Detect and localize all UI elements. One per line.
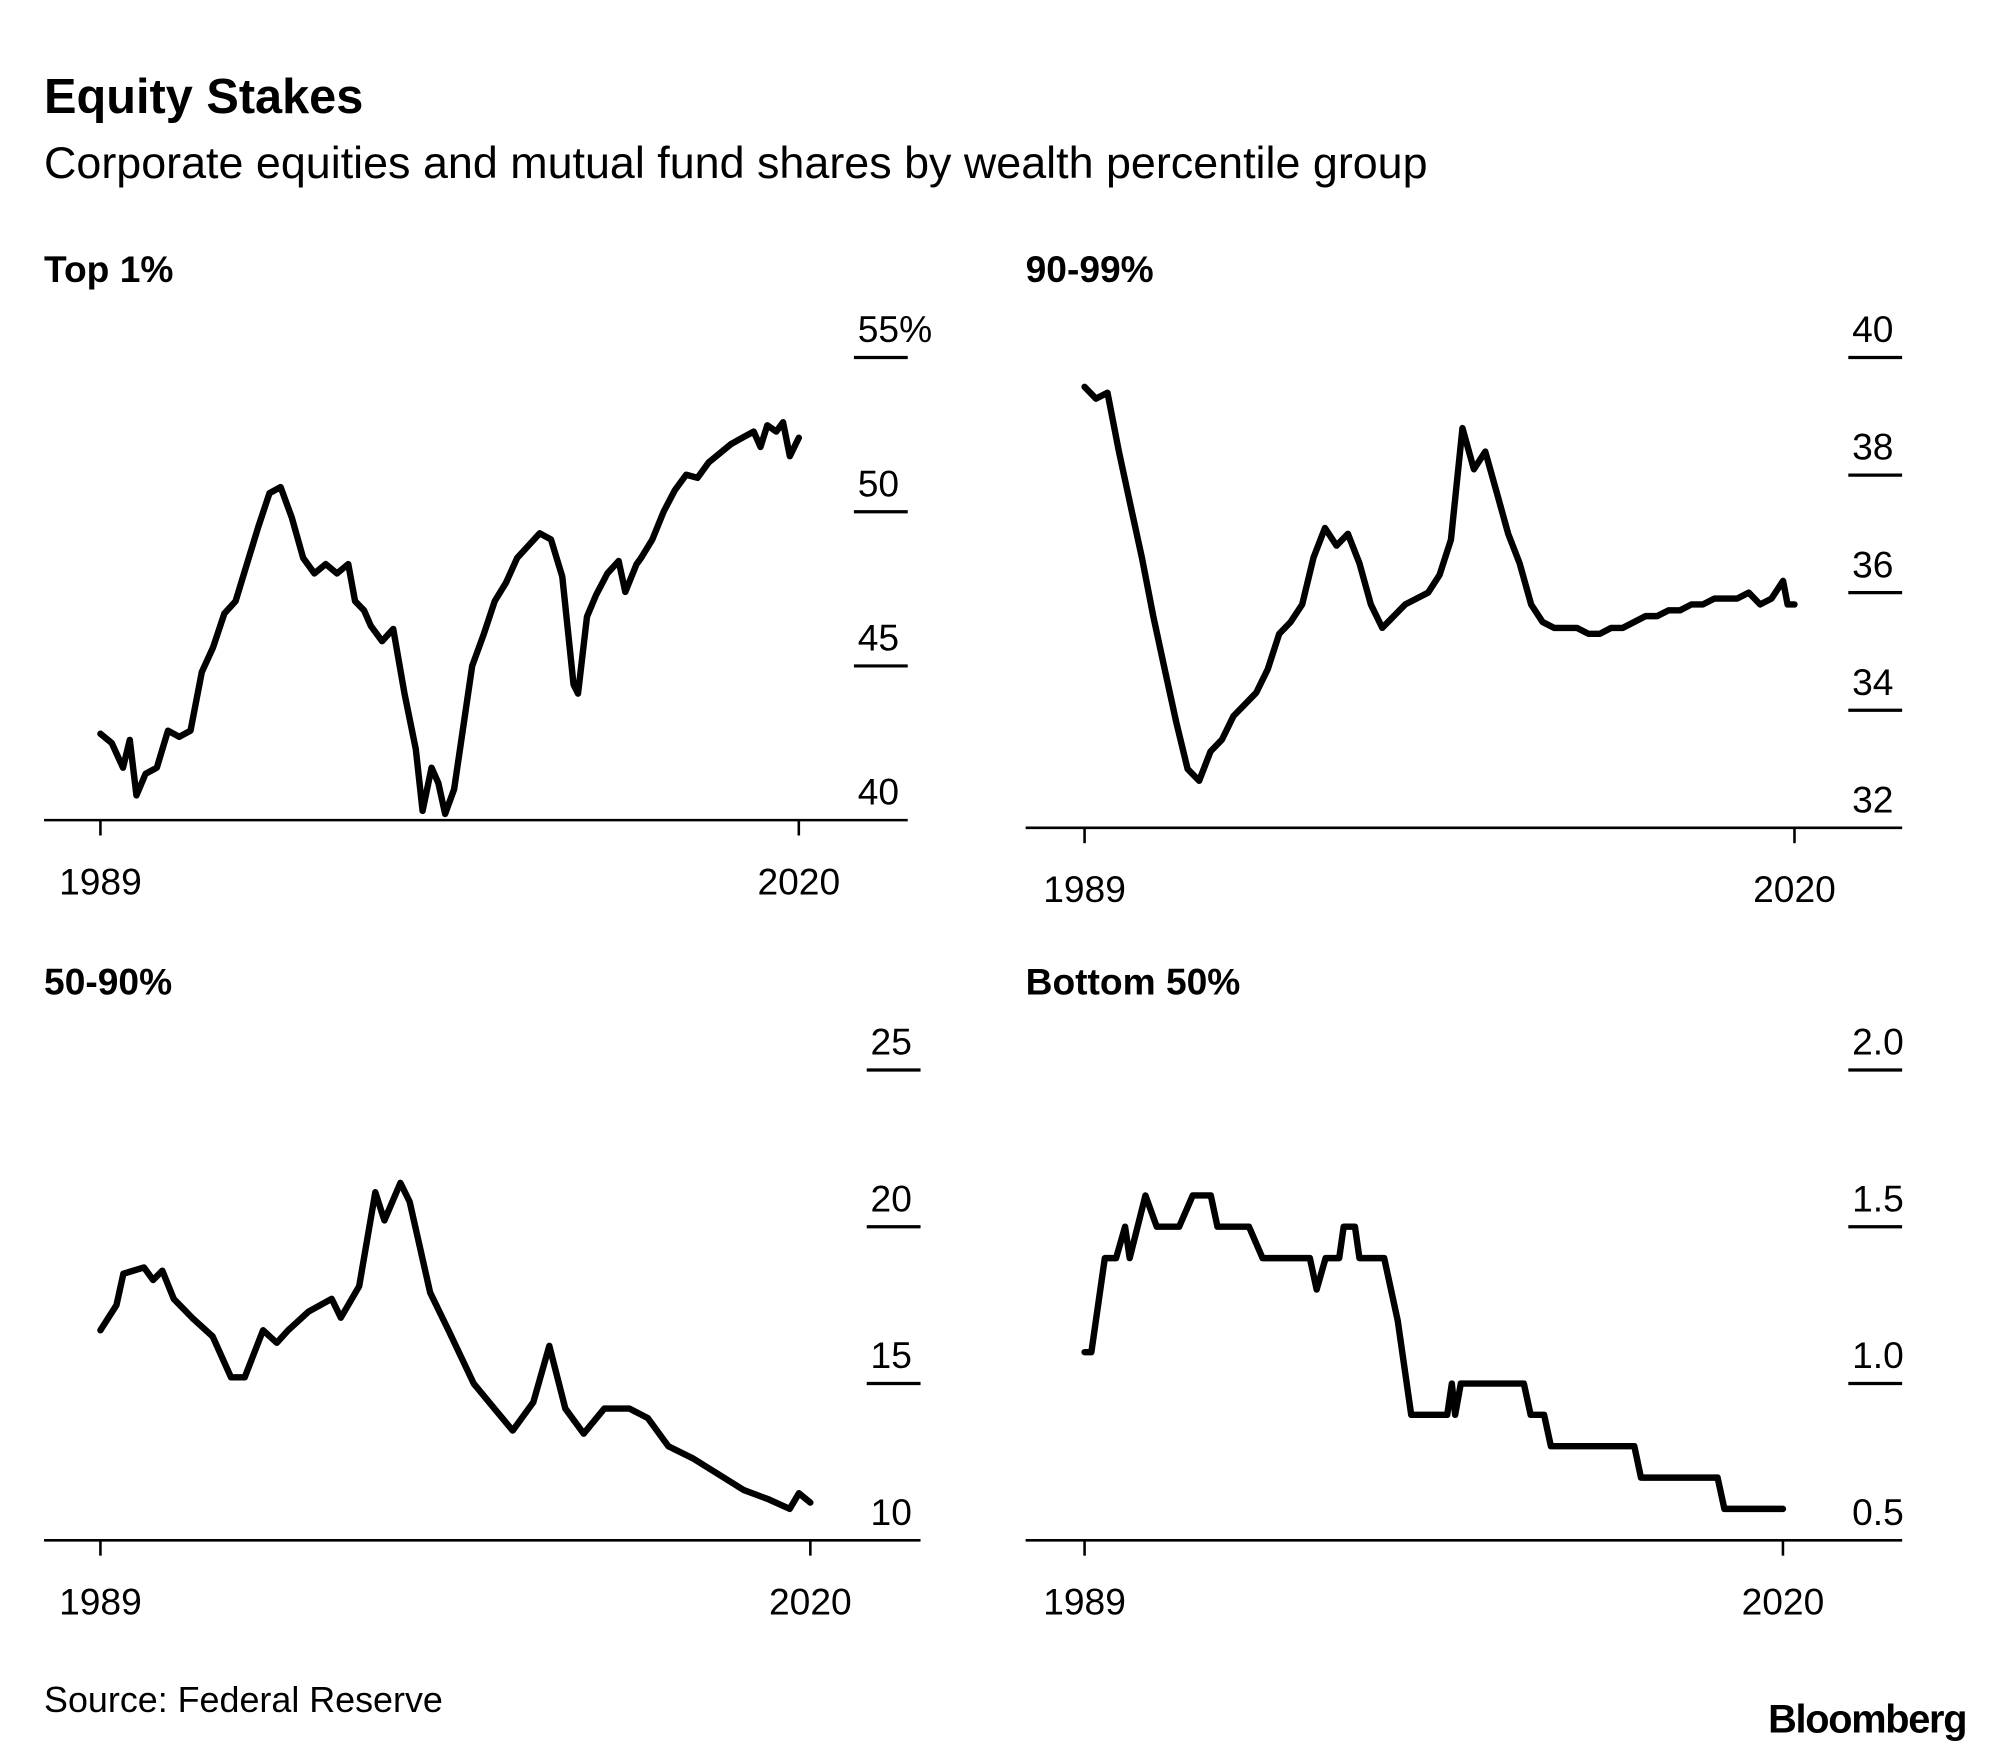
x-tick-label: 1989 (1043, 868, 1126, 910)
figure-title: Equity Stakes (44, 70, 363, 124)
x-tick-label: 1989 (59, 860, 142, 902)
panel-title: Bottom 50% (1026, 960, 1241, 1002)
x-tick-label: 1989 (1043, 1581, 1126, 1623)
x-tick-label: 2020 (1753, 868, 1836, 910)
series-line-90-99 (1081, 383, 1798, 784)
panel-bottom-50: Bottom 50% 0.5 1.0 1.5 2.0 1989 2020 (1025, 960, 1904, 1623)
x-tick-label: 1989 (59, 1581, 142, 1623)
y-tick-label: 25 (871, 1021, 912, 1063)
panel-50-90: 50-90% 10 15 20 25 1989 2020 (44, 960, 921, 1623)
y-tick-label: 2.0 (1852, 1021, 1904, 1063)
y-tick-label: 45 (858, 617, 899, 659)
y-tick-label: 10 (871, 1491, 912, 1533)
source-note: Source: Federal Reserve (44, 1680, 443, 1720)
y-tick-label: 1.0 (1852, 1334, 1904, 1376)
y-tick-label: 32 (1852, 778, 1893, 820)
figure-subtitle: Corporate equities and mutual fund share… (44, 137, 1428, 188)
panel-90-99: 90-99% 32 34 36 38 40 1989 2020 (1025, 248, 1903, 910)
series-line-bottom-50 (1081, 1192, 1787, 1513)
y-tick-label: 36 (1852, 543, 1893, 585)
y-tick-label: 0.5 (1852, 1491, 1904, 1533)
panel-top-1: Top 1% 40 45 50 55% 1989 2020 (44, 248, 932, 902)
y-tick-label: 20 (871, 1177, 912, 1219)
y-tick-label: 1.5 (1852, 1177, 1904, 1219)
x-tick-label: 2020 (1742, 1581, 1825, 1623)
y-tick-label: 40 (1852, 308, 1893, 350)
y-tick-label: 55% (858, 308, 932, 350)
panel-title: Top 1% (44, 248, 173, 290)
x-tick-label: 2020 (769, 1581, 852, 1623)
y-tick-label: 50 (858, 462, 899, 504)
panel-title: 50-90% (44, 960, 172, 1002)
series-line-top-1 (97, 419, 803, 818)
y-tick-label: 38 (1852, 426, 1893, 468)
y-tick-label: 40 (858, 771, 899, 813)
y-tick-label: 15 (871, 1334, 912, 1376)
y-tick-label: 34 (1852, 661, 1893, 703)
series-line-50-90 (97, 1179, 814, 1513)
x-tick-label: 2020 (757, 860, 840, 902)
bloomberg-logo: Bloomberg (1768, 1697, 1966, 1741)
panel-title: 90-99% (1026, 248, 1154, 290)
